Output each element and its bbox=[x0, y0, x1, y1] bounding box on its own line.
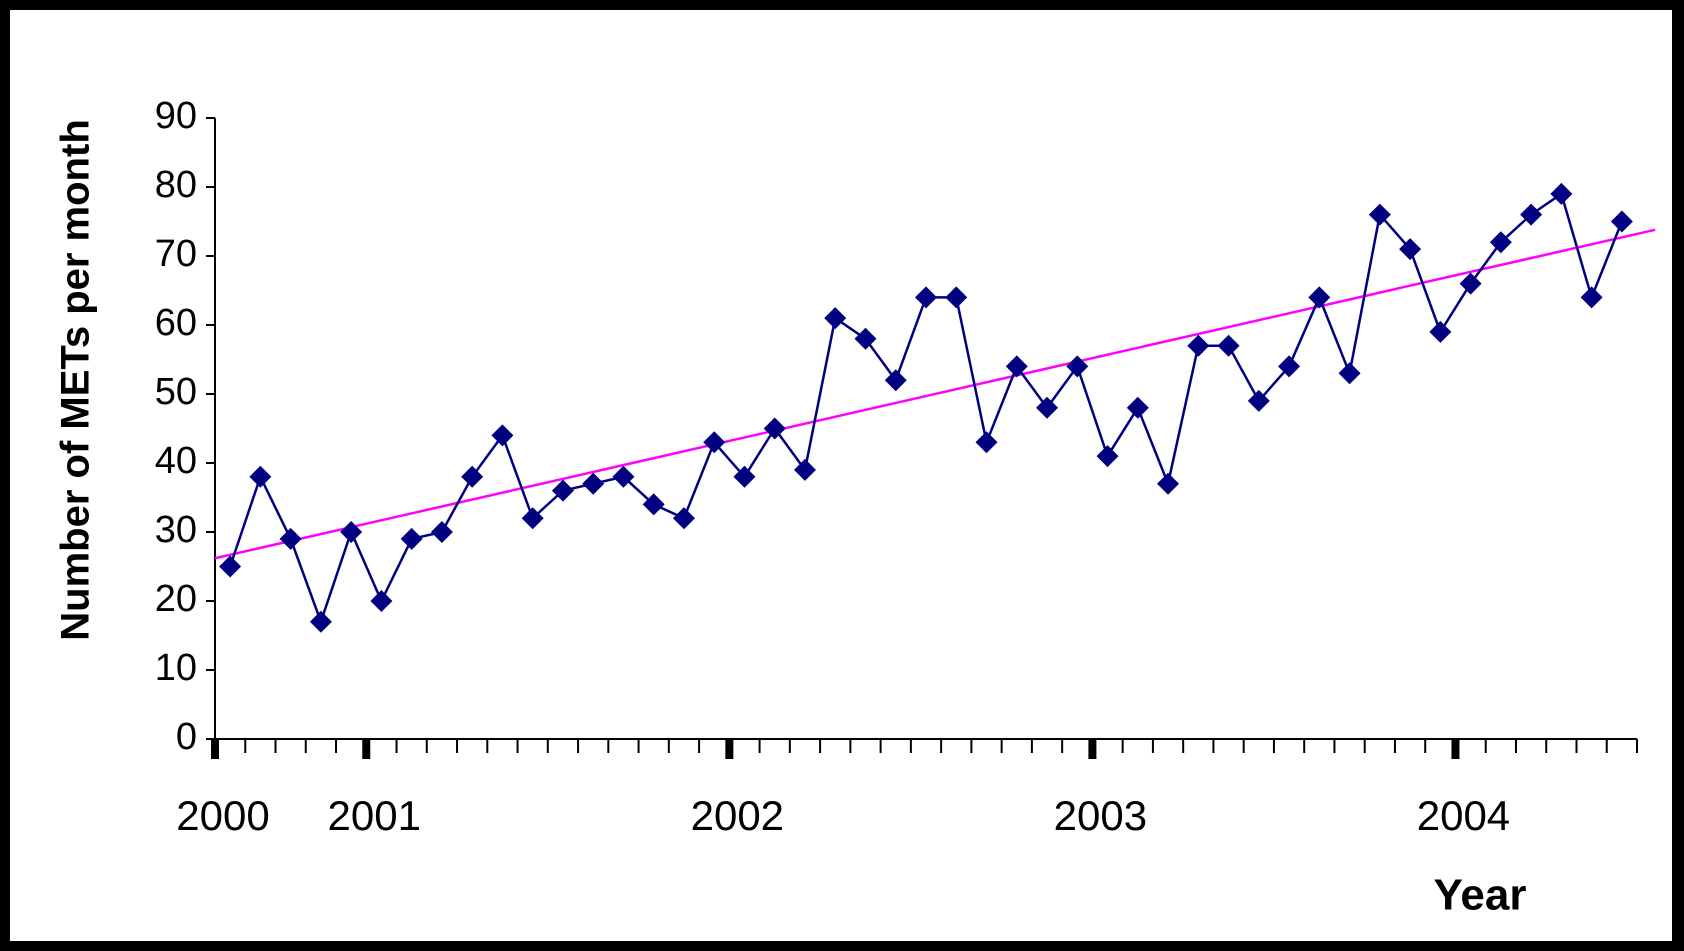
data-point bbox=[672, 507, 695, 530]
data-point bbox=[612, 465, 635, 488]
data-point bbox=[1459, 272, 1482, 295]
data-point bbox=[1096, 445, 1119, 468]
data-point bbox=[1157, 472, 1180, 495]
y-tick-label: 40 bbox=[155, 440, 197, 482]
data-point bbox=[854, 327, 877, 350]
x-tick-label: 2001 bbox=[328, 792, 421, 839]
data-point bbox=[521, 507, 544, 530]
data-point bbox=[1489, 231, 1512, 254]
data-point bbox=[763, 417, 786, 440]
y-tick-label: 30 bbox=[155, 509, 197, 551]
data-point bbox=[279, 527, 302, 550]
data-point bbox=[1610, 210, 1633, 233]
y-tick-label: 20 bbox=[155, 578, 197, 620]
data-point bbox=[1550, 182, 1573, 205]
data-point bbox=[1580, 286, 1603, 309]
data-point bbox=[1429, 320, 1452, 343]
x-axis-label: Year bbox=[1434, 871, 1527, 920]
data-point bbox=[309, 610, 332, 633]
data-point bbox=[1520, 203, 1543, 226]
data-point bbox=[1399, 238, 1422, 261]
y-tick-label: 60 bbox=[155, 302, 197, 344]
data-point bbox=[340, 521, 363, 543]
data-point bbox=[703, 431, 726, 454]
y-tick-label: 90 bbox=[155, 95, 197, 137]
data-point bbox=[582, 472, 605, 495]
data-point bbox=[975, 431, 998, 454]
data-point bbox=[733, 465, 756, 488]
y-tick-label: 80 bbox=[155, 164, 197, 206]
data-point bbox=[1308, 286, 1331, 309]
trend-line bbox=[214, 228, 1656, 560]
data-point bbox=[1278, 355, 1301, 378]
data-point bbox=[884, 369, 907, 392]
background bbox=[10, 10, 1672, 941]
x-tick-label: 2002 bbox=[691, 792, 784, 839]
data-point bbox=[1247, 389, 1270, 412]
data-point bbox=[1005, 355, 1028, 378]
data-point bbox=[551, 479, 574, 502]
data-point bbox=[430, 521, 453, 543]
y-tick-label: 50 bbox=[155, 371, 197, 413]
data-point bbox=[461, 465, 484, 488]
data-point bbox=[945, 286, 968, 309]
data-point bbox=[1036, 396, 1059, 419]
data-point bbox=[642, 493, 665, 516]
data-point bbox=[793, 458, 816, 481]
x-tick-label: 2000 bbox=[176, 792, 269, 839]
data-point bbox=[491, 424, 514, 447]
y-tick-label: 70 bbox=[155, 233, 197, 275]
x-tick-label: 2003 bbox=[1054, 792, 1147, 839]
data-point bbox=[370, 590, 393, 612]
data-point bbox=[915, 286, 937, 309]
data-point bbox=[824, 307, 847, 330]
x-tick-label: 2004 bbox=[1417, 792, 1510, 839]
data-point bbox=[1126, 396, 1149, 419]
data-point bbox=[1066, 355, 1089, 378]
data-point bbox=[1338, 362, 1361, 385]
data-point bbox=[1217, 334, 1240, 357]
data-point bbox=[219, 555, 242, 578]
y-tick-label: 0 bbox=[176, 716, 197, 758]
y-axis-label: Number of METs per month bbox=[54, 119, 98, 640]
data-point bbox=[1187, 334, 1210, 357]
data-point bbox=[1368, 203, 1391, 226]
y-tick-label: 10 bbox=[155, 647, 197, 689]
data-point bbox=[249, 465, 272, 488]
data-point bbox=[400, 527, 423, 550]
